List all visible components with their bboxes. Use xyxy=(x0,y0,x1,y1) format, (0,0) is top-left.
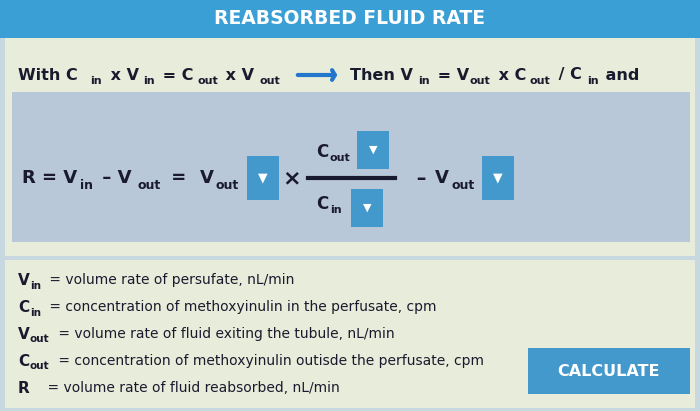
Text: out: out xyxy=(30,361,50,371)
Text: =: = xyxy=(165,169,192,187)
FancyBboxPatch shape xyxy=(357,131,389,169)
FancyBboxPatch shape xyxy=(5,260,695,408)
Text: out: out xyxy=(30,334,50,344)
Text: C: C xyxy=(18,300,29,314)
Text: R = V: R = V xyxy=(22,169,77,187)
Text: C: C xyxy=(316,195,328,213)
Text: V: V xyxy=(18,326,29,342)
Text: ×: × xyxy=(283,168,301,188)
Text: C: C xyxy=(18,353,29,369)
Text: in: in xyxy=(587,76,598,86)
Text: out: out xyxy=(216,178,239,192)
Text: x V: x V xyxy=(105,67,139,83)
Text: in: in xyxy=(90,76,101,86)
Text: V: V xyxy=(18,272,29,288)
Text: V: V xyxy=(200,169,214,187)
FancyBboxPatch shape xyxy=(5,38,695,256)
Text: in: in xyxy=(418,76,430,86)
Text: x C: x C xyxy=(493,67,526,83)
FancyBboxPatch shape xyxy=(247,156,279,200)
FancyBboxPatch shape xyxy=(528,348,690,394)
FancyBboxPatch shape xyxy=(482,156,514,200)
FancyBboxPatch shape xyxy=(351,189,383,227)
Text: –: – xyxy=(410,169,433,187)
Text: / C: / C xyxy=(553,67,582,83)
Text: = concentration of methoxyinulin outisde the perfusate, cpm: = concentration of methoxyinulin outisde… xyxy=(54,354,484,368)
Text: Then V: Then V xyxy=(350,67,413,83)
Text: ▼: ▼ xyxy=(258,171,268,185)
Text: With C: With C xyxy=(18,67,78,83)
Text: in: in xyxy=(143,76,155,86)
Text: out: out xyxy=(451,178,475,192)
Text: R: R xyxy=(18,381,29,395)
Text: out: out xyxy=(470,76,491,86)
Text: out: out xyxy=(197,76,218,86)
Text: in: in xyxy=(30,308,41,318)
Text: = volume rate of persufate, nL/min: = volume rate of persufate, nL/min xyxy=(45,273,295,287)
Text: = V: = V xyxy=(432,67,469,83)
Text: ▼: ▼ xyxy=(369,145,377,155)
FancyBboxPatch shape xyxy=(12,92,690,242)
Text: C: C xyxy=(316,143,328,161)
Text: out: out xyxy=(530,76,551,86)
Text: out: out xyxy=(330,153,351,163)
Text: in: in xyxy=(30,281,41,291)
Text: out: out xyxy=(138,178,161,192)
Text: ▼: ▼ xyxy=(494,171,503,185)
Text: = volume rate of fluid reabsorbed, nL/min: = volume rate of fluid reabsorbed, nL/mi… xyxy=(30,381,340,395)
Text: x V: x V xyxy=(220,67,254,83)
Text: and: and xyxy=(600,67,639,83)
Text: V: V xyxy=(435,169,449,187)
FancyBboxPatch shape xyxy=(0,0,700,38)
Text: = volume rate of fluid exiting the tubule, nL/min: = volume rate of fluid exiting the tubul… xyxy=(54,327,395,341)
Text: out: out xyxy=(259,76,280,86)
Text: = C: = C xyxy=(157,67,193,83)
Text: REABSORBED FLUID RATE: REABSORBED FLUID RATE xyxy=(214,9,486,28)
Text: CALCULATE: CALCULATE xyxy=(558,363,660,379)
Text: in: in xyxy=(80,178,93,192)
Text: = concentration of methoxyinulin in the perfusate, cpm: = concentration of methoxyinulin in the … xyxy=(45,300,437,314)
Text: in: in xyxy=(330,205,342,215)
Text: – V: – V xyxy=(96,169,132,187)
Text: ▼: ▼ xyxy=(363,203,371,213)
